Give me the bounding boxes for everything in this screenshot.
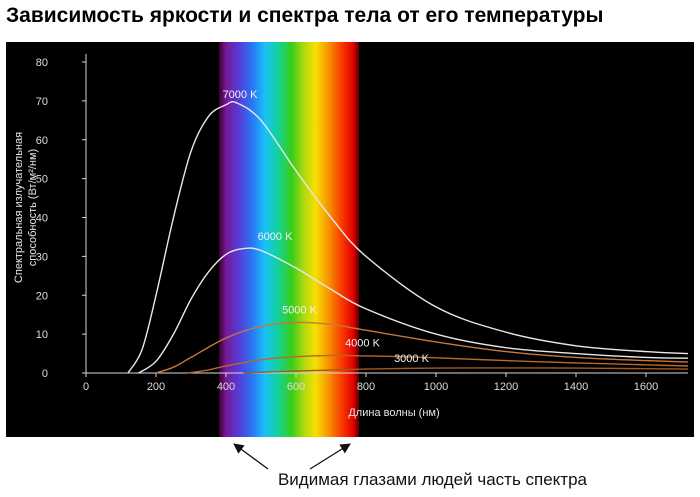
series-line bbox=[155, 321, 689, 374]
x-tick-label: 200 bbox=[147, 381, 165, 393]
page-title: Зависимость яркости и спектра тела от ег… bbox=[6, 4, 604, 27]
x-tick-label: 1600 bbox=[634, 381, 658, 393]
series-labels: 7000 K 6000 K 5000 K 4000 K 3000 K bbox=[223, 89, 430, 365]
y-tick-label: 80 bbox=[36, 57, 48, 69]
x-tick-label: 1200 bbox=[494, 381, 518, 393]
y-tick-label: 30 bbox=[36, 251, 48, 263]
y-tick-label: 40 bbox=[36, 213, 48, 225]
y-tick-label: 70 bbox=[36, 96, 48, 108]
series-line bbox=[127, 100, 689, 374]
series-label: 5000 K bbox=[282, 305, 318, 317]
y-tick-label: 0 bbox=[42, 368, 48, 380]
x-tick-label: 1400 bbox=[564, 381, 588, 393]
x-tick-label: 0 bbox=[83, 381, 89, 393]
x-tick-label: 600 bbox=[287, 381, 305, 393]
series-line bbox=[243, 367, 689, 374]
series-layer bbox=[127, 100, 689, 374]
x-tick-label: 400 bbox=[217, 381, 235, 393]
y-axis-label: Спектральная излучательная способность (В… bbox=[13, 132, 39, 283]
x-tick-label: 800 bbox=[357, 381, 375, 393]
y-axis-label-line: способность (Вт/м²/нм) bbox=[27, 149, 39, 266]
x-tick-label: 1000 bbox=[424, 381, 448, 393]
series-line bbox=[138, 247, 689, 374]
series-label: 3000 K bbox=[394, 353, 430, 365]
chart-panel: 0 10 20 30 40 50 60 70 80 0 200 400 600 800 1000 1200 14… bbox=[6, 42, 694, 437]
y-tick-label: 60 bbox=[36, 135, 48, 147]
series-label: 4000 K bbox=[345, 338, 381, 350]
visible-spectrum-caption: Видимая глазами людей часть спектра bbox=[277, 470, 588, 489]
arrow-to-violet-edge bbox=[233, 443, 269, 470]
y-tick-label: 50 bbox=[36, 174, 48, 186]
series-label: 7000 K bbox=[223, 89, 259, 101]
x-axis-label: Длина волны (нм) bbox=[348, 407, 439, 419]
series-line bbox=[187, 354, 689, 374]
y-axis-label-line: Спектральная излучательная bbox=[13, 132, 25, 283]
y-tick-label: 20 bbox=[36, 290, 48, 302]
arrow-to-red-edge bbox=[309, 443, 351, 470]
y-tick-label: 10 bbox=[36, 329, 48, 341]
series-label: 6000 K bbox=[258, 231, 294, 243]
